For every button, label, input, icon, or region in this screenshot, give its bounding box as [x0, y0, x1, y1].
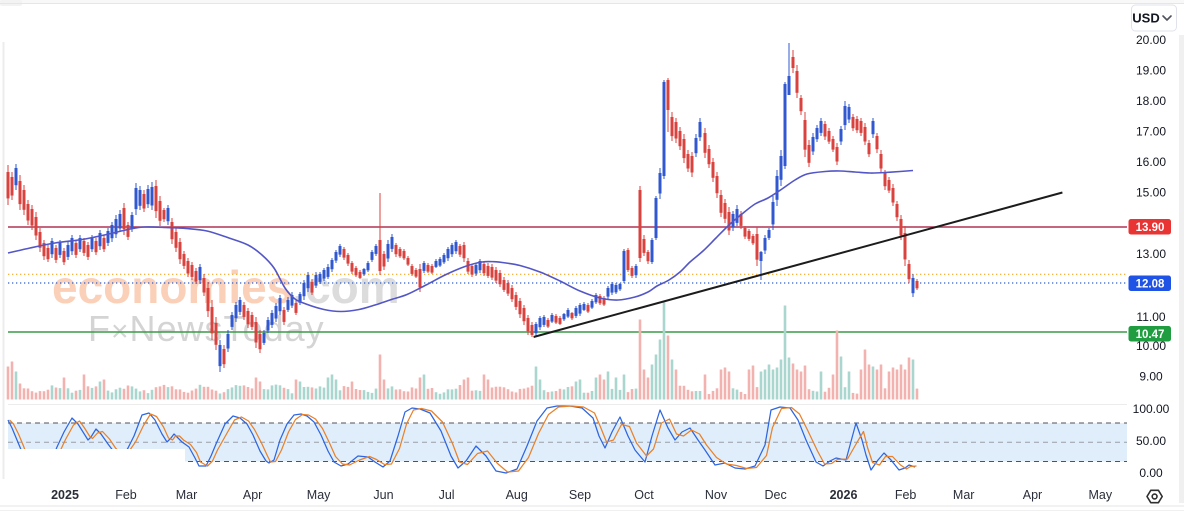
svg-text:Apr: Apr	[1023, 488, 1042, 502]
svg-text:2025: 2025	[51, 488, 79, 502]
svg-text:10.00: 10.00	[1136, 339, 1166, 353]
svg-text:Jun: Jun	[373, 488, 393, 502]
svg-text:Dec: Dec	[764, 488, 786, 502]
svg-text:Oct: Oct	[634, 488, 654, 502]
svg-text:Feb: Feb	[115, 488, 137, 502]
svg-text:15.00: 15.00	[1136, 186, 1166, 200]
svg-text:Sep: Sep	[569, 488, 591, 502]
svg-text:F×NewsToday: F×NewsToday	[88, 308, 325, 349]
svg-text:12.08: 12.08	[1136, 279, 1165, 291]
svg-text:2026: 2026	[830, 488, 858, 502]
svg-text:Mar: Mar	[176, 488, 198, 502]
svg-text:Mar: Mar	[953, 488, 975, 502]
svg-text:50.00: 50.00	[1136, 434, 1166, 448]
svg-text:17.00: 17.00	[1136, 125, 1166, 139]
svg-text:May: May	[1088, 488, 1112, 502]
svg-text:Nov: Nov	[705, 488, 728, 502]
svg-text:10.47: 10.47	[1136, 329, 1165, 341]
svg-text:9.00: 9.00	[1139, 370, 1163, 384]
svg-text:Aug: Aug	[506, 488, 528, 502]
svg-text:Jul: Jul	[439, 488, 455, 502]
svg-text:Feb: Feb	[895, 488, 917, 502]
svg-text:Apr: Apr	[243, 488, 262, 502]
svg-text:13.90: 13.90	[1136, 222, 1165, 234]
svg-text:18.00: 18.00	[1136, 94, 1166, 108]
svg-text:USD: USD	[1132, 11, 1159, 26]
svg-text:16.00: 16.00	[1136, 155, 1166, 169]
svg-text:19.00: 19.00	[1136, 64, 1166, 78]
svg-text:May: May	[307, 488, 331, 502]
svg-text:economies.com: economies.com	[52, 261, 400, 313]
svg-text:100.00: 100.00	[1133, 402, 1170, 416]
svg-text:20.00: 20.00	[1136, 33, 1166, 47]
svg-text:11.00: 11.00	[1136, 310, 1165, 324]
svg-text:0.00: 0.00	[1139, 466, 1163, 480]
svg-text:13.00: 13.00	[1136, 247, 1166, 261]
